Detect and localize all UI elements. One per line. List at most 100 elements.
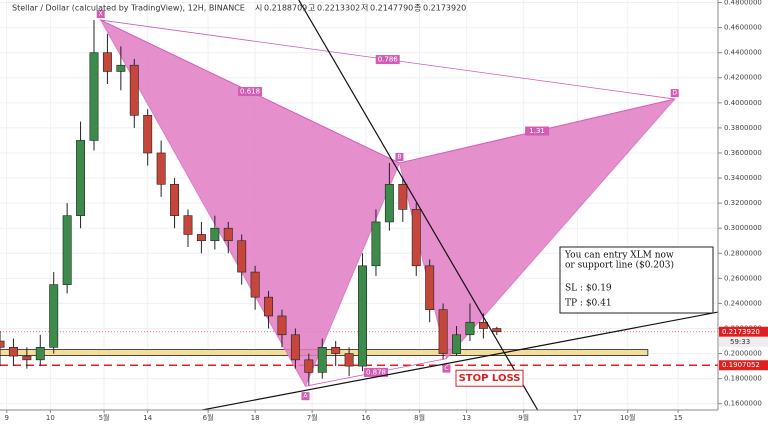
price-tag bbox=[719, 326, 768, 337]
candle-body bbox=[223, 227, 233, 242]
x-tick-label: 15 bbox=[674, 414, 683, 422]
candle-body bbox=[264, 296, 274, 317]
pattern-point-label: D bbox=[672, 90, 677, 97]
candle-body bbox=[277, 315, 287, 336]
ratio-label-bg bbox=[363, 367, 388, 377]
x-tick-label: 9월 bbox=[518, 413, 529, 422]
countdown: 59:33 bbox=[730, 338, 750, 346]
candle-body bbox=[344, 353, 354, 367]
candle-body bbox=[196, 234, 206, 242]
ratio-label-bg bbox=[238, 87, 263, 97]
candle-body bbox=[143, 115, 153, 154]
candle-body bbox=[102, 52, 112, 72]
x-tick-label: 10월 bbox=[620, 413, 635, 422]
candle-body bbox=[317, 347, 327, 373]
y-tick-label: 0.4800000 bbox=[724, 0, 762, 7]
candle-body bbox=[478, 321, 488, 329]
pattern-point bbox=[442, 364, 451, 373]
x-tick-label: 14 bbox=[143, 414, 152, 422]
candle-body bbox=[116, 64, 126, 72]
x-tick-label: 16 bbox=[361, 414, 370, 422]
y-tick-label: 0.4000000 bbox=[724, 99, 762, 107]
ohlc-value: 0.2173920 bbox=[423, 4, 466, 13]
candle-body bbox=[170, 184, 180, 216]
chart-title: Stellar / Dollar (calculated by TradingV… bbox=[12, 4, 245, 13]
pattern-point-label: B bbox=[397, 153, 401, 160]
ohlc-value: 0.2213302 bbox=[317, 4, 360, 13]
x-tick-label: 6월 bbox=[203, 413, 214, 422]
candle-body bbox=[129, 64, 139, 116]
ohlc-label: 고 bbox=[308, 4, 315, 13]
x-tick-label: 10 bbox=[46, 414, 55, 422]
candle-body bbox=[156, 152, 166, 185]
ohlc-value: 0.2147790 bbox=[370, 4, 413, 13]
y-tick-label: 0.4400000 bbox=[724, 49, 762, 57]
ratio-label-bg bbox=[525, 126, 550, 136]
candle-body bbox=[371, 221, 381, 267]
pattern-point bbox=[96, 10, 105, 19]
pattern-point-label: X bbox=[99, 11, 103, 18]
candle-body bbox=[492, 328, 502, 333]
pattern-point bbox=[301, 392, 310, 401]
ohlc-label: 시 bbox=[255, 4, 262, 13]
y-tick-label: 0.3200000 bbox=[724, 199, 762, 207]
ohlc-label: 저 bbox=[361, 4, 368, 13]
ratio-label: 0.786 bbox=[378, 56, 399, 64]
last-price-label: 0.2173920 bbox=[722, 328, 760, 336]
candle-body bbox=[304, 359, 314, 373]
ohlc-header: 시 0.2188709 고 0.2213302 저 0.2147790 종 0.2173920 bbox=[255, 4, 466, 13]
y-tick-label: 0.3800000 bbox=[724, 124, 762, 132]
pattern-point bbox=[670, 89, 679, 98]
pattern-point bbox=[395, 152, 404, 161]
candle-body bbox=[465, 321, 475, 336]
x-tick-label: 7월 bbox=[307, 413, 318, 422]
candle-body bbox=[237, 240, 247, 273]
stop-loss-text: STOP LOSS bbox=[459, 373, 521, 384]
ohlc-value: 0.2188709 bbox=[264, 4, 307, 13]
candle-body bbox=[438, 309, 448, 354]
y-tick-label: 0.4200000 bbox=[724, 74, 762, 82]
x-tick-label: 13 bbox=[462, 414, 471, 422]
ratio-label: 1.31 bbox=[529, 127, 545, 135]
ratio-label: 0.618 bbox=[240, 88, 260, 96]
candle-body bbox=[62, 215, 72, 285]
candle-body bbox=[89, 52, 99, 141]
candle-body bbox=[331, 347, 341, 354]
candle-body bbox=[384, 184, 394, 223]
y-tick-label: 0.1600000 bbox=[724, 400, 762, 408]
y-tick-label: 0.3600000 bbox=[724, 149, 762, 157]
x-tick-label: 9 bbox=[4, 414, 8, 422]
x-tick-label: 5월 bbox=[99, 413, 110, 422]
candle-body bbox=[210, 227, 220, 242]
x-tick-label: 8월 bbox=[414, 413, 425, 422]
candle-body bbox=[0, 340, 5, 348]
candle-body bbox=[411, 209, 421, 267]
ohlc-label: 종 bbox=[414, 4, 421, 13]
candle-body bbox=[250, 271, 260, 298]
note-line: TP : $0.41 bbox=[565, 299, 612, 309]
ratio-label: 0.878 bbox=[366, 368, 386, 376]
y-tick-label: 0.2000000 bbox=[724, 350, 762, 358]
candle-body bbox=[8, 347, 18, 357]
candle-body bbox=[76, 140, 86, 216]
stop-loss-price-label: 0.1907052 bbox=[722, 361, 760, 369]
candle-body bbox=[398, 184, 408, 210]
y-tick-label: 0.3000000 bbox=[724, 224, 762, 232]
note-line: or support line ($0.203) bbox=[565, 260, 674, 271]
pattern-point-label: A bbox=[303, 393, 308, 400]
y-tick-label: 0.1800000 bbox=[724, 375, 762, 383]
axes: 0.16000000.18000000.20000000.22000000.24… bbox=[4, 0, 761, 422]
x-tick-label: 18 bbox=[251, 414, 260, 422]
stop-loss-box bbox=[455, 369, 524, 387]
y-tick-label: 0.2800000 bbox=[724, 249, 762, 257]
candle-body bbox=[183, 215, 193, 235]
y-tick-label: 0.4600000 bbox=[724, 24, 762, 32]
candle-body bbox=[452, 334, 461, 354]
y-tick-label: 0.2600000 bbox=[724, 274, 762, 282]
candle-body bbox=[290, 334, 300, 361]
countdown-tag bbox=[719, 336, 768, 347]
candle-body bbox=[49, 284, 59, 348]
